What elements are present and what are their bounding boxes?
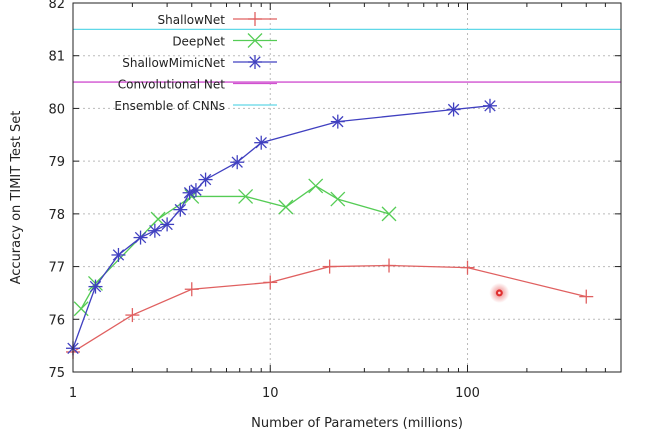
shallowmimicnet-point	[230, 155, 245, 170]
y-tick-label: 78	[48, 208, 65, 223]
shallownet-line	[72, 264, 587, 353]
y-tick-label: 80	[48, 102, 65, 117]
deepnet-point	[278, 199, 294, 215]
shallownet-point	[460, 260, 475, 275]
shallowmimicnet-point	[198, 172, 213, 187]
legend-label-deepnet: DeepNet	[172, 35, 225, 49]
x-tick-label: 1	[69, 386, 77, 401]
deepnet-point	[308, 178, 324, 194]
highlight-dot-center	[498, 291, 501, 295]
shallowmimicnet-point	[88, 279, 103, 294]
shallownet-point	[125, 308, 140, 323]
shallowmimicnet-line	[72, 105, 491, 349]
legend-label-shallownet: ShallowNet	[158, 13, 226, 27]
legend-label-convolutional-net: Convolutional Net	[118, 78, 226, 92]
y-tick-label: 77	[48, 261, 65, 276]
x-tick-label: 100	[455, 386, 480, 401]
annotations	[489, 282, 510, 303]
shallowmimicnet-point	[182, 185, 197, 200]
y-tick-label: 76	[48, 313, 65, 328]
deepnet-point	[381, 206, 397, 222]
y-tick-label: 79	[48, 155, 65, 170]
deepnet-point	[330, 191, 346, 207]
shallownet-point	[579, 289, 594, 304]
legend: ShallowNet DeepNet ShallowMimicNet Convolut…	[114, 12, 277, 113]
y-axis-label: Accuracy on TIMIT Test Set	[9, 111, 24, 285]
y-tick-label: 82	[48, 0, 65, 12]
ticks: 75 76 77 78 79 80 81 82 1 10 100	[48, 0, 622, 401]
x-tick-label: 10	[262, 386, 279, 401]
y-tick-label: 75	[48, 366, 65, 381]
grid	[73, 3, 621, 372]
shallowmimicnet-point	[446, 102, 461, 117]
x-axis-label: Number of Parameters (millions)	[251, 416, 463, 431]
shallowmimicnet-point	[147, 223, 162, 238]
shallowmimicnet-point	[254, 135, 269, 150]
series	[66, 98, 594, 359]
legend-label-shallowmimicnet: ShallowMimicNet	[122, 56, 225, 70]
shallowmimicnet-point	[330, 114, 345, 129]
legend-marker-shallownet	[248, 12, 262, 26]
y-tick-label: 81	[48, 50, 65, 65]
shallowmimicnet-point	[133, 230, 148, 245]
legend-marker-shallowmimicnet	[248, 55, 262, 69]
deepnet-point	[238, 189, 254, 204]
legend-marker-deepnet	[247, 33, 263, 48]
plot-frame	[72, 2, 622, 373]
shallowmimicnet-point	[111, 247, 126, 262]
shallownet-point	[184, 282, 199, 297]
shallownet-point	[263, 275, 278, 290]
shallowmimicnet-point	[188, 183, 203, 198]
shallowmimicnet-point	[173, 202, 188, 217]
shallownet-point	[322, 259, 337, 274]
shallowmimicnet-point	[160, 217, 175, 232]
shallowmimicnet-point	[482, 98, 497, 113]
shallownet-point	[382, 258, 397, 273]
reference-lines	[73, 28, 621, 83]
legend-label-ensemble-of-cnns: Ensemble of CNNs	[114, 99, 225, 113]
